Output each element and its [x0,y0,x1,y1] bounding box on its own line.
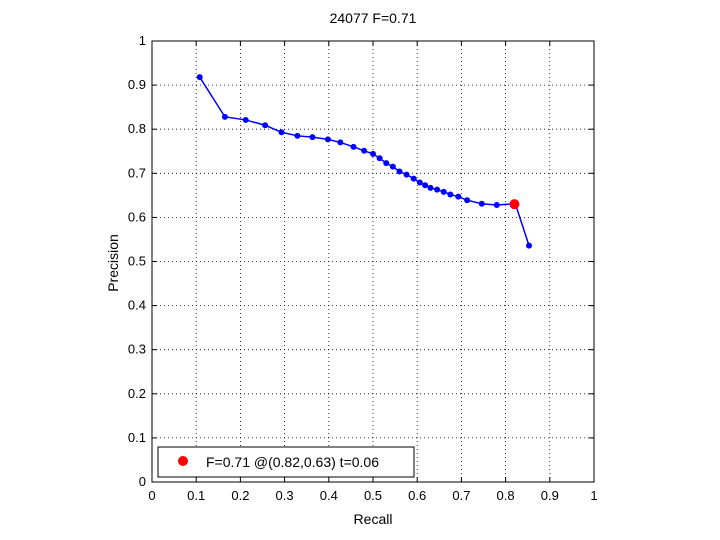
y-tick-label: 0.8 [128,121,146,136]
data-point [324,136,331,143]
data-point [221,113,228,120]
data-point [370,150,376,157]
x-tick-label: 0.7 [452,488,470,503]
x-tick-label: 0.8 [497,488,515,503]
data-point [389,163,396,170]
y-tick-label: 0.5 [128,254,146,269]
y-tick-label: 0.1 [128,430,146,445]
data-point [427,184,434,191]
data-point [464,197,471,204]
y-axis-title: Precision [105,234,121,292]
y-tick-label: 0 [139,474,146,489]
data-point [478,200,485,207]
data-point [278,129,285,136]
best-f-point [509,199,520,210]
data-point [403,171,410,178]
data-point [262,122,269,129]
y-tick-label: 0.6 [128,209,146,224]
data-point [350,143,357,150]
y-tick-label: 0.9 [128,77,146,92]
legend-label: F=0.71 @(0.82,0.63) t=0.06 [206,454,379,470]
x-tick-label: 0.3 [276,488,294,503]
x-tick-label: 0.9 [541,488,559,503]
x-tick-label: 0.1 [187,488,205,503]
y-tick-label: 0.4 [128,298,146,313]
data-point [526,242,533,249]
data-point [396,168,403,175]
data-point [493,202,500,209]
data-point [294,132,301,139]
highlight-layer [509,199,520,210]
data-point [309,134,316,141]
data-point [422,182,429,189]
y-tick-label: 1 [139,33,146,48]
data-point [376,155,383,162]
x-tick-label: 0.2 [231,488,249,503]
grid [152,41,594,482]
data-point [196,74,203,81]
data-point [455,193,462,200]
x-tick-label: 0 [148,488,155,503]
series-line [199,76,530,246]
data-point [337,139,344,146]
x-tick-label: 0.4 [320,488,338,503]
x-tick-label: 0.6 [408,488,426,503]
data-point [361,147,368,154]
data-point [440,188,447,195]
series-layer [196,74,533,249]
data-point [447,191,454,198]
axis-ticks [151,40,595,483]
legend-marker [178,456,188,466]
chart-title: 24077 F=0.71 [330,10,417,26]
tick-labels: 0 0.1 0.2 0.3 0.4 0.5 0.6 0.7 0.8 0.9 1 0 0.1 0.2 0.3 0… [128,33,598,503]
data-point [434,186,441,193]
y-tick-label: 0.3 [128,342,146,357]
x-tick-label: 1 [590,488,597,503]
data-point [416,179,423,186]
x-tick-label: 0.5 [364,488,382,503]
y-tick-label: 0.7 [128,165,146,180]
y-tick-label: 0.2 [128,386,146,401]
data-point [242,116,249,123]
data-point [410,175,417,182]
legend: F=0.71 @(0.82,0.63) t=0.06 [157,446,415,478]
x-axis-title: Recall [354,511,393,527]
data-point [383,160,390,167]
legend-box [157,446,415,478]
